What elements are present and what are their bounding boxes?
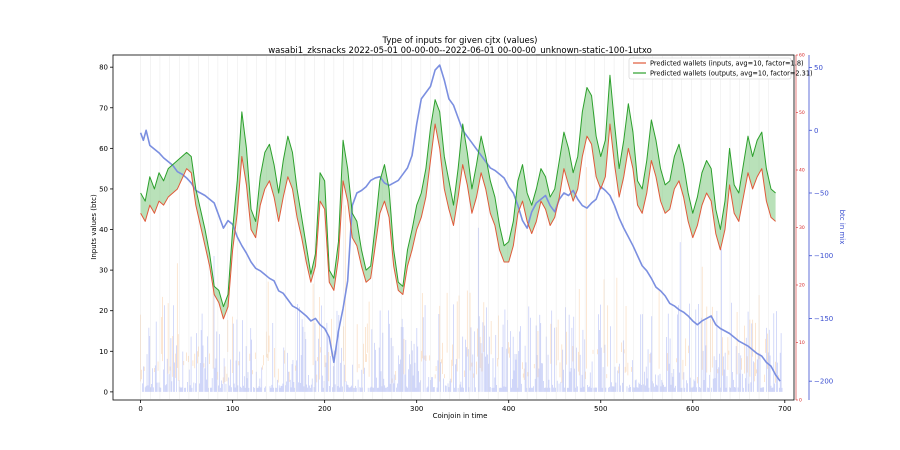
x-axis-label: Coinjoin in time xyxy=(433,412,488,420)
right-tick-label: 50 xyxy=(814,64,823,72)
x-tick-label: 200 xyxy=(318,405,331,413)
legend-box xyxy=(628,57,792,80)
x-tick-label: 100 xyxy=(226,405,239,413)
y-axis-label: Inputs values (btc) xyxy=(90,194,98,260)
y-axis-left: 0 10 20 30 40 50 60 70 80 xyxy=(99,64,113,396)
red-tick-label: 30 xyxy=(799,225,805,231)
right-tick-label: −50 xyxy=(814,190,829,198)
y-tick-label: 40 xyxy=(99,226,108,234)
right-tick-label: −200 xyxy=(814,378,833,386)
y-tick-label: 50 xyxy=(99,185,108,193)
y-tick-label: 10 xyxy=(99,348,108,356)
y-tick-label: 60 xyxy=(99,145,108,153)
y-axis-red: 0 10 20 30 40 50 60 xyxy=(795,53,805,404)
y-tick-label: 80 xyxy=(99,64,108,72)
y-axis-label-right: btc in mix xyxy=(838,210,846,245)
red-tick-label: 60 xyxy=(799,53,805,59)
series-lines xyxy=(139,64,781,382)
legend-entry-inputs: Predicted wallets (inputs, avg=10, facto… xyxy=(650,60,804,68)
series-line-outputs xyxy=(140,74,776,308)
y-tick-label: 0 xyxy=(104,388,108,396)
x-tick-label: 400 xyxy=(502,405,515,413)
x-tick-label: 600 xyxy=(686,405,699,413)
series-line-btc-in-mix xyxy=(139,64,781,382)
x-tick-label: 300 xyxy=(410,405,423,413)
x-tick-label: 0 xyxy=(138,405,142,413)
legend-entry-outputs: Predicted wallets (outputs, avg=10, fact… xyxy=(650,70,813,78)
series-line-inputs xyxy=(140,123,776,320)
y-tick-label: 30 xyxy=(99,267,108,275)
y-axis-right: 50 0 −50 −100 −150 −200 xyxy=(808,55,833,400)
right-tick-label: −150 xyxy=(814,315,833,323)
red-tick-label: 50 xyxy=(799,110,805,116)
legend: Predicted wallets (inputs, avg=10, facto… xyxy=(628,57,813,80)
chart-subtitle: wasabi1_zksnacks 2022-05-01 00-00-00--20… xyxy=(268,46,652,56)
right-tick-label: −100 xyxy=(814,252,833,260)
x-axis: 0 100 200 300 400 500 600 700 xyxy=(138,400,791,413)
chart-title: Type of inputs for given cjtx (values) xyxy=(382,36,538,46)
coinjoin-vertical-lines xyxy=(140,56,769,399)
red-tick-label: 20 xyxy=(799,283,805,289)
red-tick-label: 0 xyxy=(799,398,802,404)
plot-frame xyxy=(112,54,795,401)
red-tick-label: 40 xyxy=(799,168,805,174)
right-tick-label: 0 xyxy=(814,127,818,135)
x-tick-label: 700 xyxy=(778,405,791,413)
y-tick-label: 20 xyxy=(99,307,108,315)
x-tick-label: 500 xyxy=(594,405,607,413)
y-tick-label: 70 xyxy=(99,104,108,112)
red-tick-label: 10 xyxy=(799,340,805,346)
